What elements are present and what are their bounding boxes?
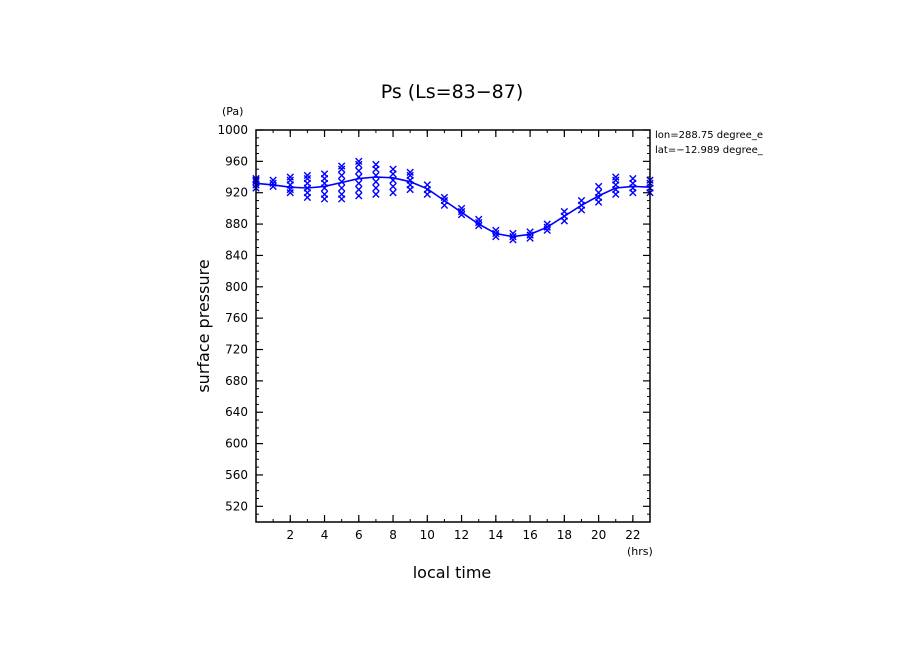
annotation-lat: lat=−12.989 degree_ — [655, 145, 764, 156]
x-tick-label: 22 — [625, 528, 640, 542]
scatter-point-x — [389, 189, 397, 197]
x-tick-label: 18 — [557, 528, 572, 542]
scatter-point-x — [526, 234, 534, 242]
scatter-point-x — [509, 236, 517, 244]
scatter-point-x — [423, 181, 431, 189]
scatter-point-x — [355, 160, 363, 169]
scatter-point-x — [303, 174, 312, 183]
scatter-point-x — [406, 168, 414, 177]
scatter-point-x — [492, 229, 500, 238]
axis-ticks: 2 4 6 8 10 12 14 16 18 20 22 520 560 600 640 680 720 760 8… — [217, 123, 650, 542]
scatter-point-x — [440, 196, 449, 205]
chart-title: Ps (Ls=83−87) — [381, 81, 524, 103]
scatter-point-x — [492, 226, 500, 235]
scatter-point-x — [355, 185, 363, 194]
x-tick-label: 2 — [286, 528, 294, 542]
x-tick-label: 10 — [420, 528, 435, 542]
scatter-point-x — [337, 190, 346, 198]
scatter-point-x — [406, 171, 414, 180]
x-tick-label: 14 — [488, 528, 503, 542]
scatter-point-x — [269, 176, 277, 184]
scatter-point-x — [337, 165, 346, 173]
scatter-point-x — [543, 226, 551, 235]
scatter-point-x — [372, 171, 380, 180]
scatter-point-x — [355, 173, 363, 181]
scatter-point-x — [286, 176, 294, 184]
scatter-point-x — [269, 182, 277, 191]
scatter-point-x — [440, 193, 449, 202]
x-tick-label: 6 — [355, 528, 363, 542]
x-unit-label: (hrs) — [627, 545, 653, 558]
y-tick-label: 560 — [225, 468, 248, 482]
scatter-point-x — [457, 204, 466, 213]
y-tick-label: 800 — [225, 280, 248, 294]
y-tick-label: 920 — [225, 186, 248, 200]
scatter-point-x — [355, 192, 363, 200]
scatter-point-x — [457, 210, 466, 219]
x-tick-label: 16 — [522, 528, 537, 542]
scatter-point-x — [355, 167, 363, 175]
scatter-point-x — [389, 176, 397, 184]
x-tick-label: 12 — [454, 528, 469, 542]
plot-frame — [255, 129, 651, 523]
scatter-point-x — [355, 157, 363, 166]
y-tick-label: 600 — [225, 437, 248, 451]
y-tick-label: 640 — [225, 405, 248, 419]
scatter-point-x — [269, 179, 277, 188]
scatter-point-x — [560, 207, 569, 216]
scatter-point-x — [320, 190, 329, 198]
scatter-point-x — [543, 220, 551, 228]
y-unit-label: (Pa) — [222, 105, 243, 118]
y-tick-label: 760 — [225, 311, 248, 325]
scatter-point-x — [337, 162, 346, 170]
scatter-point-x — [475, 221, 483, 230]
scatter-point-x — [577, 196, 586, 205]
scatter-point-x — [355, 179, 363, 188]
scatter-point-x — [337, 178, 346, 186]
y-tick-label: 880 — [225, 217, 248, 231]
scatter-point-x — [475, 215, 483, 224]
scatter-point-x — [337, 184, 346, 192]
scatter-point-x — [286, 173, 294, 181]
scatter-point-x — [594, 182, 603, 191]
scatter-point-x — [492, 232, 500, 241]
x-tick-label: 4 — [321, 528, 329, 542]
y-tick-label: 1000 — [217, 123, 248, 137]
scatter-point-x — [286, 189, 294, 197]
scatter-point-x — [629, 174, 637, 183]
scatter-point-x — [509, 232, 517, 241]
scatter-point-x — [320, 170, 329, 178]
scatter-point-x — [303, 171, 312, 180]
scatter-point-x — [612, 176, 620, 184]
scatter-point-x — [372, 190, 380, 198]
annotation-lon: lon=288.75 degree_e — [655, 130, 763, 141]
scatter-point-x — [389, 165, 397, 173]
y-axis-label: surface pressure — [194, 259, 213, 392]
x-tick-label: 8 — [389, 528, 397, 542]
x-tick-label: 20 — [591, 528, 606, 542]
scatter-point-x — [594, 189, 603, 197]
y-tick-label: 840 — [225, 248, 248, 262]
scatter-point-x — [337, 171, 346, 180]
scatter-point-x — [389, 182, 397, 191]
y-tick-label: 520 — [225, 499, 248, 513]
scatter-point-x — [612, 173, 620, 181]
y-tick-label: 960 — [225, 154, 248, 168]
scatter-point-x — [475, 218, 483, 227]
scatter-point-x — [526, 231, 534, 239]
scatter-point-x — [372, 160, 380, 169]
x-axis-label: local time — [413, 563, 492, 582]
scatter-point-x — [509, 229, 517, 238]
y-tick-label: 720 — [225, 343, 248, 357]
y-tick-label: 680 — [225, 374, 248, 388]
scatter-point-x — [372, 178, 380, 186]
data-layer — [252, 157, 654, 244]
scatter-point-x — [526, 228, 534, 236]
scatter-point-x — [372, 184, 380, 192]
scatter-point-x — [457, 207, 466, 216]
scatter-point-x — [543, 223, 551, 231]
